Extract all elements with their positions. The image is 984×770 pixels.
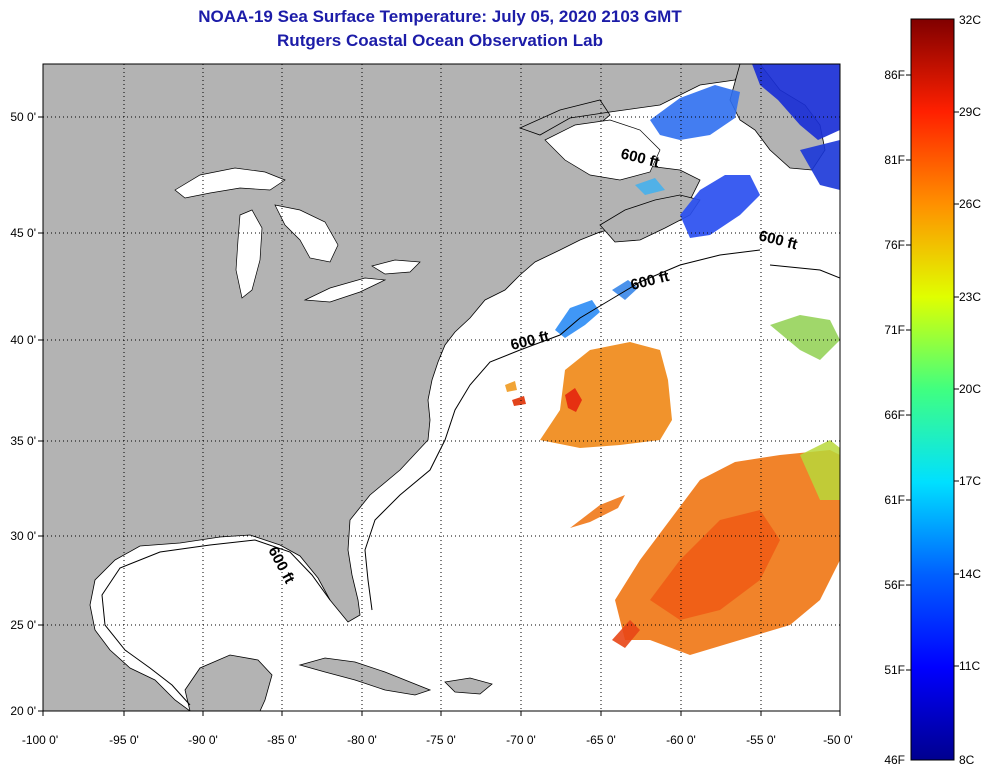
colorbar-label-c: 11C: [959, 659, 980, 673]
sst-mild-northeast: [770, 315, 840, 360]
hispaniola-land: [444, 677, 493, 695]
map-title: NOAA-19 Sea Surface Temperature: July 05…: [198, 7, 682, 26]
colorbar-label-c: 20C: [959, 382, 981, 396]
map-subtitle: Rutgers Coastal Ocean Observation Lab: [277, 31, 603, 50]
sst-cold-nova-scotia: [680, 175, 760, 238]
lake-ontario: [371, 259, 421, 275]
lon-label: -85 0': [267, 733, 297, 747]
lat-label: 30 0': [10, 529, 36, 543]
colorbar-label-c: 8C: [959, 753, 975, 767]
colorbar-label-c: 32C: [959, 13, 981, 27]
lake-huron: [274, 204, 339, 263]
graticule: [43, 64, 840, 711]
lon-label: -50 0': [823, 733, 853, 747]
colorbar-label-c: 29C: [959, 105, 981, 119]
lon-label: -65 0': [586, 733, 616, 747]
lake-michigan: [235, 209, 263, 299]
sst-warm-streak: [570, 495, 625, 528]
north-america-land: [43, 64, 746, 711]
lon-label: -90 0': [188, 733, 218, 747]
yucatan-land: [184, 654, 273, 711]
colorbar-label-c: 23C: [959, 290, 981, 304]
lat-label: 25 0': [10, 618, 36, 632]
colorbar-label-f: 86F: [884, 68, 905, 82]
lake-superior: [174, 167, 286, 199]
colorbar: [910, 18, 955, 761]
lon-label: -100 0': [22, 733, 58, 747]
sst-cold-labrador: [752, 64, 840, 140]
longitude-labels: -100 0' -95 0' -90 0' -85 0' -80 0' -75 …: [22, 733, 853, 747]
colorbar-fahrenheit-labels: 86F 81F 76F 71F 66F 61F 56F 51F 46F: [884, 68, 905, 767]
lat-label: 40 0': [10, 333, 36, 347]
isobath-600ft: [101, 249, 840, 706]
colorbar-label-c: 17C: [959, 474, 981, 488]
sst-warm-mid-atlantic: [540, 342, 672, 448]
lat-label: 35 0': [10, 434, 36, 448]
colorbar-ticks: [906, 74, 959, 671]
lat-label: 20 0': [10, 704, 36, 718]
lon-label: -55 0': [746, 733, 776, 747]
colorbar-celsius-labels: 32C 29C 26C 23C 20C 17C 14C 11C 8C: [959, 13, 981, 767]
lon-label: -70 0': [506, 733, 536, 747]
gulf-of-st-lawrence: [544, 119, 661, 181]
colorbar-label-f: 71F: [884, 323, 905, 337]
colorbar-label-f: 56F: [884, 578, 905, 592]
colorbar-label-c: 14C: [959, 567, 981, 581]
lon-label: -80 0': [347, 733, 377, 747]
colorbar-label-c: 26C: [959, 197, 981, 211]
sst-hot-sargasso-core: [650, 510, 780, 620]
colorbar-label-f: 61F: [884, 493, 905, 507]
sst-cool-spot: [635, 178, 665, 195]
sst-cold-gulf-stlawrence: [650, 85, 740, 140]
lon-label: -75 0': [426, 733, 456, 747]
lon-label: -60 0': [666, 733, 696, 747]
colorbar-label-f: 66F: [884, 408, 905, 422]
sst-cold-eastern-shelf: [800, 140, 840, 190]
colorbar-label-f: 76F: [884, 238, 905, 252]
tick-marks: [38, 116, 841, 716]
lon-label: -95 0': [109, 733, 139, 747]
lat-label: 50 0': [10, 110, 36, 124]
sst-mild-east: [800, 440, 840, 500]
cuba-land: [298, 657, 432, 696]
sst-hot-eddy: [565, 388, 582, 412]
colorbar-label-f: 46F: [884, 753, 905, 767]
sst-warm-spot: [512, 396, 526, 406]
colorbar-label-f: 81F: [884, 153, 905, 167]
lat-label: 45 0': [10, 226, 36, 240]
latitude-labels: 50 0' 45 0' 40 0' 35 0' 30 0' 25 0' 20 0…: [10, 110, 36, 718]
sst-warm-small: [505, 381, 517, 392]
sst-warm-south-tail: [612, 620, 640, 648]
lake-erie: [303, 277, 387, 303]
sst-cool-cape-cod: [555, 300, 600, 338]
colorbar-label-f: 51F: [884, 663, 905, 677]
